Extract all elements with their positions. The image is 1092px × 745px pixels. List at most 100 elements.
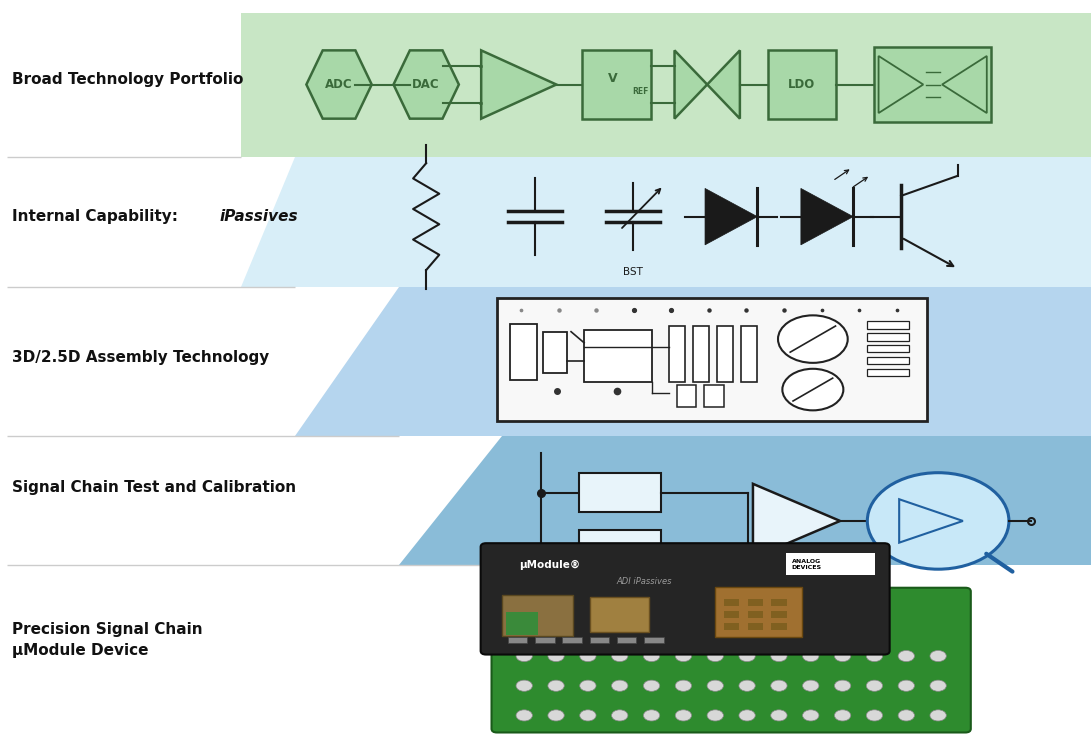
Bar — [748, 599, 762, 606]
Bar — [677, 385, 697, 408]
Circle shape — [930, 680, 947, 691]
Polygon shape — [241, 157, 1092, 287]
Circle shape — [930, 710, 947, 721]
FancyBboxPatch shape — [590, 597, 650, 633]
Polygon shape — [241, 13, 1092, 157]
Text: iPassives: iPassives — [219, 209, 298, 224]
Polygon shape — [393, 51, 459, 118]
Circle shape — [803, 710, 819, 721]
Circle shape — [517, 680, 533, 691]
Bar — [771, 611, 786, 618]
Circle shape — [612, 680, 628, 691]
Polygon shape — [800, 188, 853, 245]
Text: 3D/2.5D Assembly Technology: 3D/2.5D Assembly Technology — [12, 350, 270, 365]
Circle shape — [771, 650, 787, 662]
Bar — [543, 332, 567, 372]
Text: ANALOG
DEVICES: ANALOG DEVICES — [792, 559, 822, 570]
Text: LDO: LDO — [788, 78, 816, 91]
Circle shape — [612, 710, 628, 721]
Circle shape — [739, 680, 756, 691]
Polygon shape — [705, 188, 758, 245]
FancyBboxPatch shape — [480, 543, 890, 655]
Bar — [741, 326, 758, 382]
Text: REF: REF — [632, 86, 649, 96]
Bar — [786, 553, 876, 575]
Polygon shape — [708, 51, 740, 118]
Polygon shape — [296, 287, 1092, 436]
Bar — [867, 357, 909, 364]
Bar — [768, 51, 836, 118]
Circle shape — [771, 680, 787, 691]
Polygon shape — [675, 51, 708, 118]
Bar — [867, 321, 909, 329]
Circle shape — [782, 369, 843, 410]
Bar — [584, 330, 652, 382]
Text: μModule®: μModule® — [519, 560, 580, 571]
Bar — [669, 326, 686, 382]
Text: DAC: DAC — [413, 78, 440, 91]
Circle shape — [643, 680, 660, 691]
Circle shape — [866, 650, 882, 662]
Circle shape — [867, 472, 1009, 569]
Circle shape — [898, 680, 914, 691]
Circle shape — [548, 680, 565, 691]
Circle shape — [771, 710, 787, 721]
Circle shape — [803, 650, 819, 662]
Circle shape — [580, 710, 596, 721]
Circle shape — [866, 710, 882, 721]
Bar — [867, 333, 909, 340]
Text: Internal Capability:: Internal Capability: — [12, 209, 183, 224]
FancyBboxPatch shape — [502, 595, 573, 636]
Circle shape — [548, 710, 565, 721]
Bar — [510, 324, 537, 380]
Text: Precision Signal Chain
μModule Device: Precision Signal Chain μModule Device — [12, 621, 203, 658]
Bar — [748, 611, 762, 618]
Bar — [704, 385, 724, 408]
Bar — [867, 345, 909, 352]
Bar — [617, 638, 637, 644]
Circle shape — [898, 650, 914, 662]
Bar — [579, 473, 661, 512]
Circle shape — [643, 710, 660, 721]
Circle shape — [898, 710, 914, 721]
Text: V: V — [607, 72, 617, 85]
Circle shape — [612, 650, 628, 662]
Bar — [508, 638, 527, 644]
Circle shape — [866, 680, 882, 691]
Text: Broad Technology Portfolio: Broad Technology Portfolio — [12, 72, 244, 87]
Bar — [582, 51, 651, 118]
Text: BST: BST — [624, 267, 643, 277]
Circle shape — [675, 680, 691, 691]
Circle shape — [708, 650, 723, 662]
Bar — [771, 623, 786, 630]
Bar — [590, 638, 609, 644]
FancyBboxPatch shape — [715, 587, 802, 638]
Bar — [724, 599, 739, 606]
Bar — [748, 623, 762, 630]
Text: Signal Chain Test and Calibration: Signal Chain Test and Calibration — [12, 480, 296, 495]
Bar — [724, 623, 739, 630]
Circle shape — [517, 710, 533, 721]
Polygon shape — [753, 484, 840, 558]
Circle shape — [739, 710, 756, 721]
Bar — [644, 638, 664, 644]
Circle shape — [739, 650, 756, 662]
Polygon shape — [307, 51, 371, 118]
Circle shape — [930, 650, 947, 662]
Circle shape — [548, 650, 565, 662]
Polygon shape — [399, 436, 1092, 565]
Bar — [693, 326, 710, 382]
Text: ADC: ADC — [325, 78, 353, 91]
Circle shape — [834, 710, 851, 721]
Bar — [497, 298, 927, 421]
Circle shape — [517, 650, 533, 662]
Circle shape — [708, 710, 723, 721]
Polygon shape — [482, 51, 556, 118]
Circle shape — [675, 710, 691, 721]
Circle shape — [834, 680, 851, 691]
Circle shape — [675, 650, 691, 662]
Bar — [771, 599, 786, 606]
Bar — [562, 638, 582, 644]
Bar — [717, 326, 734, 382]
Circle shape — [778, 315, 847, 363]
